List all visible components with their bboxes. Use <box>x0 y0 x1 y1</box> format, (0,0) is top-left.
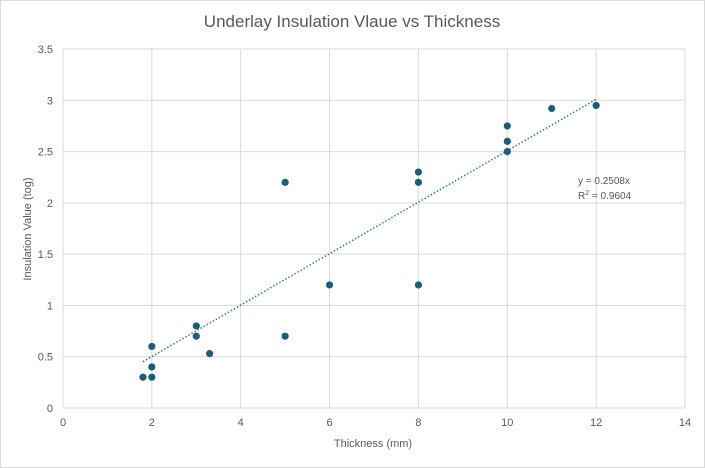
y-tick-label: 1 <box>47 300 53 312</box>
y-tick-label: 0.5 <box>38 352 53 364</box>
trendline-r-squared: R2 = 0.9604 <box>578 190 632 202</box>
data-point <box>414 168 423 176</box>
x-tick-label: 6 <box>327 417 333 429</box>
data-point <box>592 101 600 110</box>
x-tick-label: 10 <box>501 417 513 429</box>
trendline-equation: y = 0.2508x <box>578 176 630 187</box>
trendline <box>142 98 597 363</box>
data-point <box>281 332 289 340</box>
data-point <box>206 350 214 358</box>
y-tick-label: 3 <box>47 95 53 107</box>
data-points <box>139 101 600 381</box>
data-point <box>281 178 289 186</box>
data-point <box>414 178 423 186</box>
x-tick-labels: 0 2 4 6 8 10 12 14 <box>60 417 691 429</box>
r2-superscript: 2 <box>585 190 589 197</box>
x-tick-label: 8 <box>415 417 421 429</box>
data-point <box>148 363 156 371</box>
data-point <box>192 322 200 330</box>
r2-value: = 0.9604 <box>589 191 631 202</box>
data-point <box>503 137 511 145</box>
y-tick-label: 2 <box>47 198 53 210</box>
data-point <box>325 281 334 289</box>
x-tick-label: 2 <box>149 417 155 429</box>
y-tick-labels: 0 0.5 1 1.5 2 2.5 3 3.5 <box>38 44 53 415</box>
data-point <box>148 373 156 381</box>
y-tick-label: 2.5 <box>38 147 53 159</box>
x-tick-label: 14 <box>679 417 691 429</box>
data-point <box>548 104 556 113</box>
y-tick-label: 3.5 <box>38 44 53 56</box>
x-axis-label: Thickness (mm) <box>334 438 412 450</box>
data-point <box>139 373 147 381</box>
y-tick-label: 1.5 <box>38 249 53 261</box>
data-point <box>503 122 511 130</box>
y-tick-label: 0 <box>47 403 53 415</box>
x-tick-label: 12 <box>590 417 602 429</box>
data-point <box>414 281 423 289</box>
data-point <box>503 147 511 156</box>
r2-prefix: R <box>578 191 585 202</box>
x-tick-label: 0 <box>60 417 66 429</box>
x-tick-label: 4 <box>238 417 244 429</box>
data-point <box>148 342 156 351</box>
data-point <box>192 332 200 340</box>
gridlines <box>62 48 686 409</box>
chart-title: Underlay Insulation Vlaue vs Thickness <box>204 12 500 31</box>
y-axis-label: Insulation Value (tog) <box>22 177 34 280</box>
